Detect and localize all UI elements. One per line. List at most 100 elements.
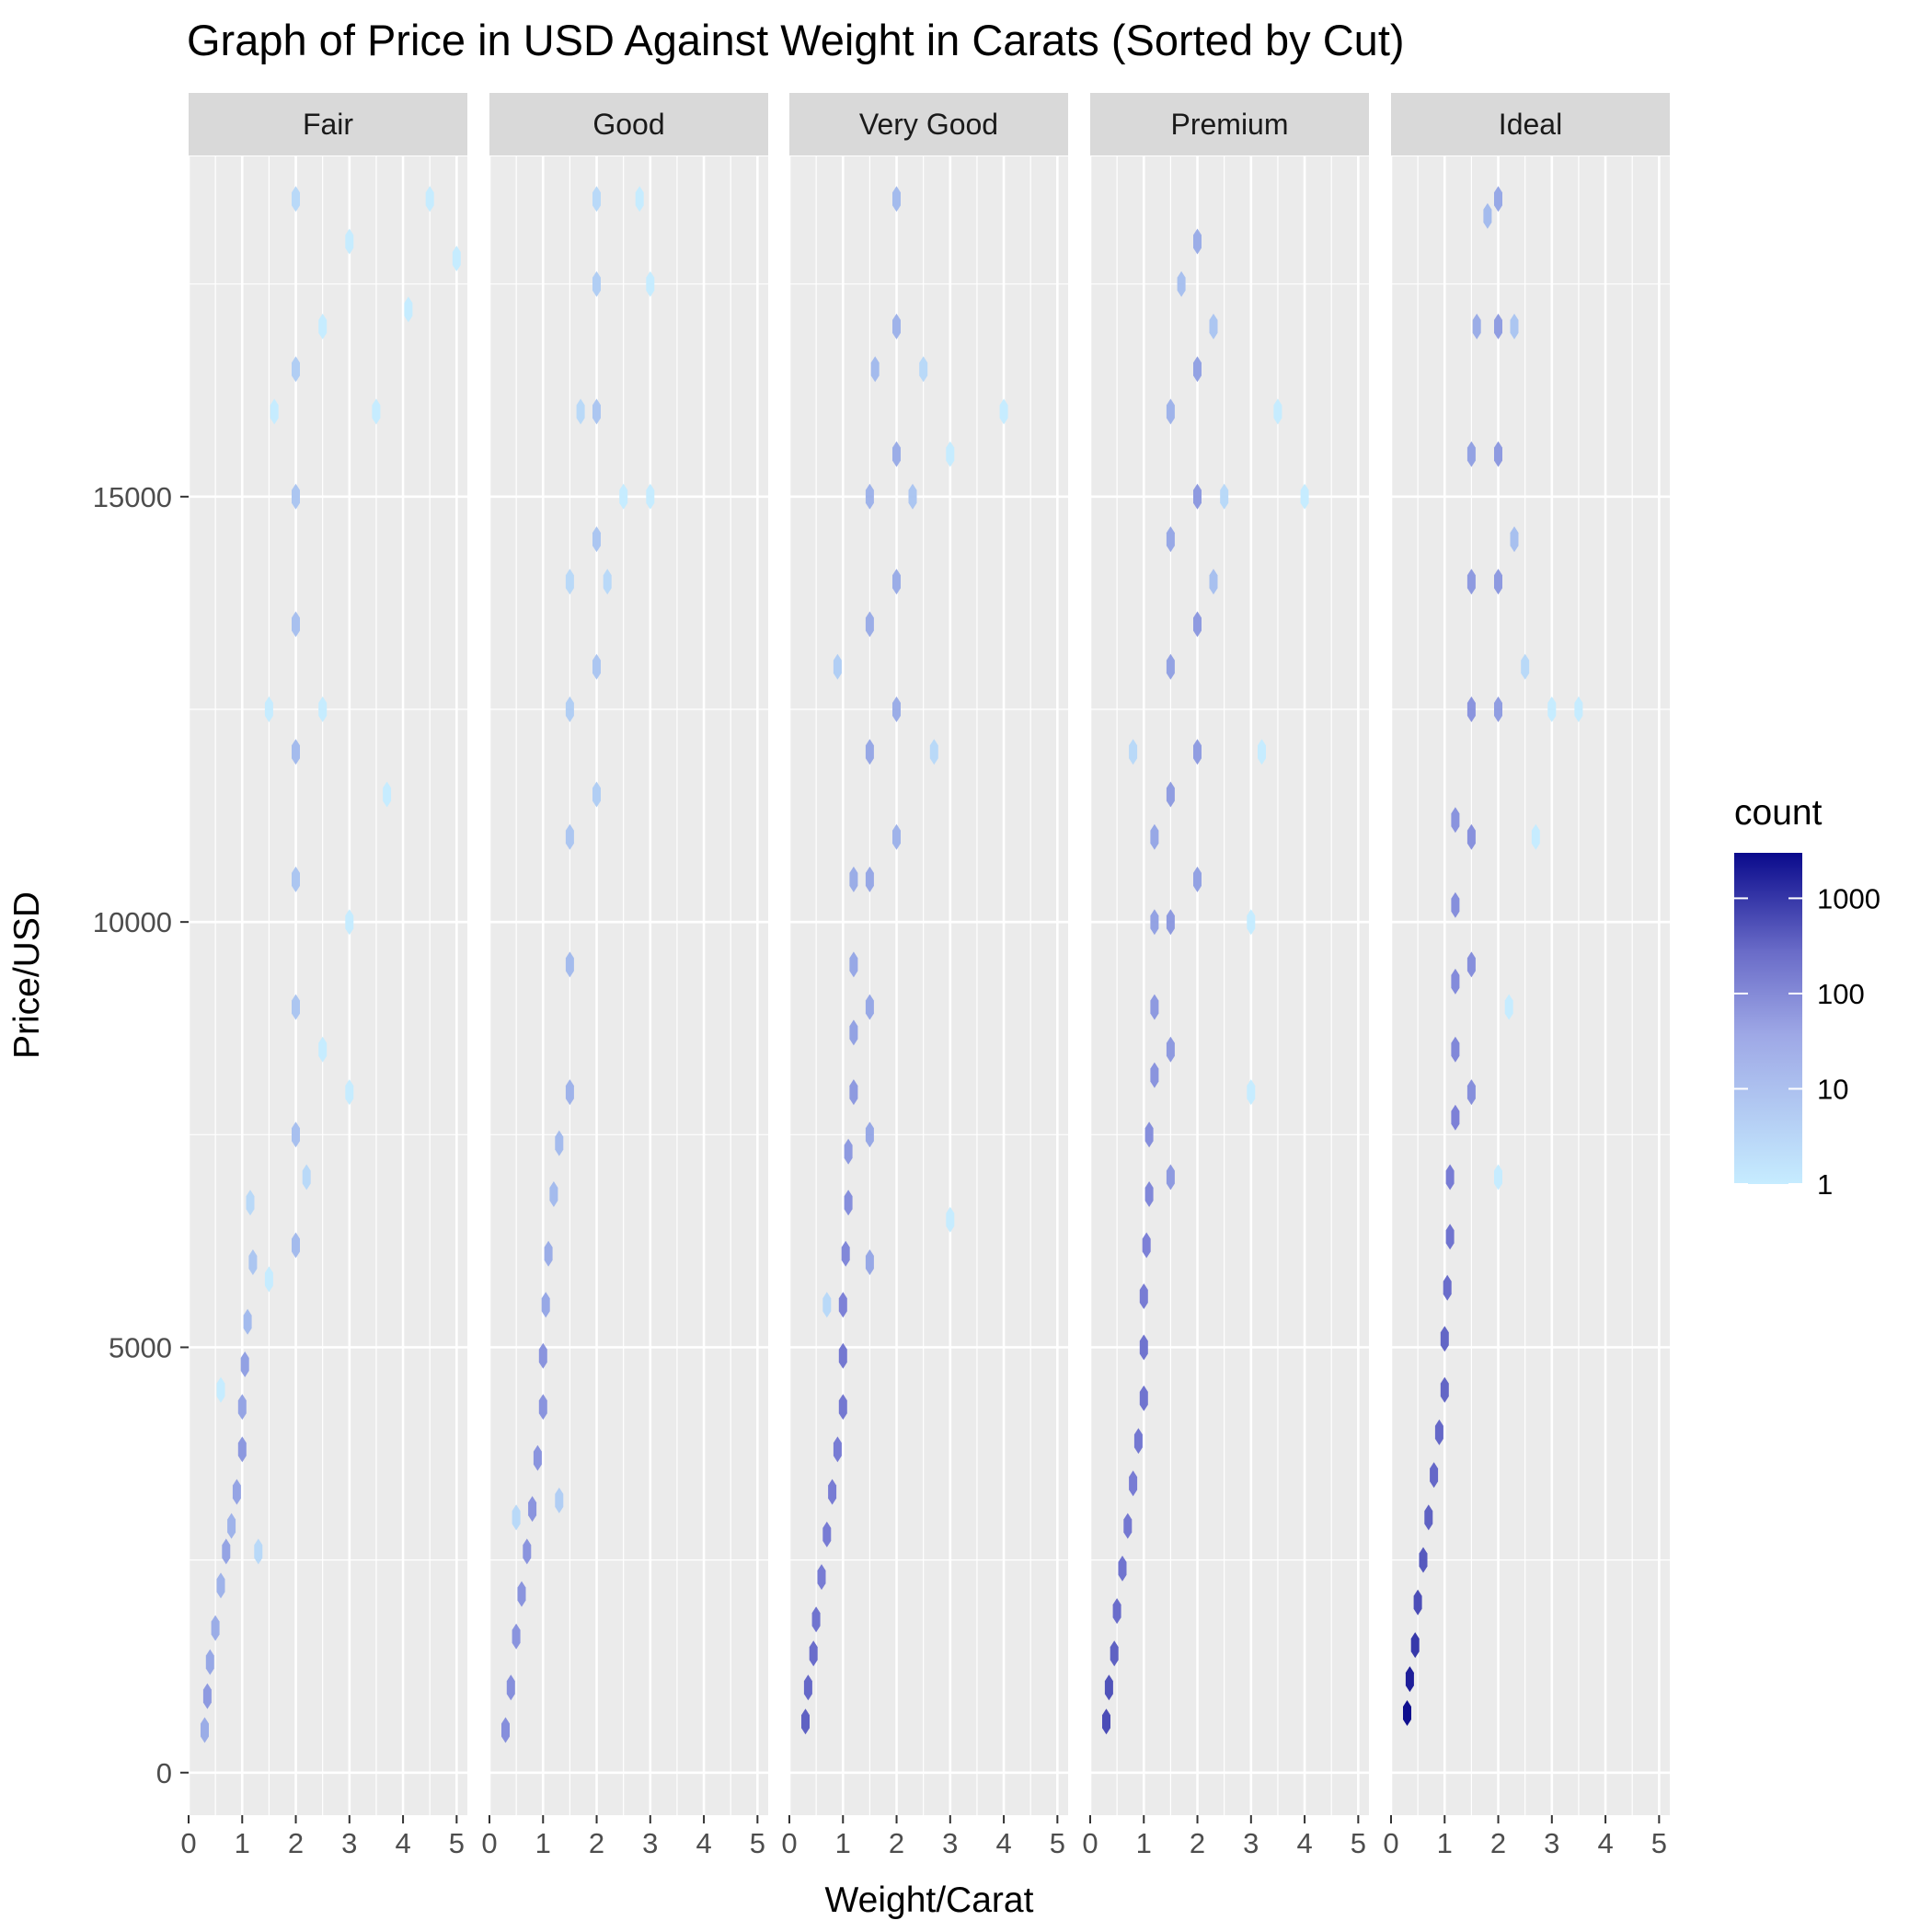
x-tick-label: 1 — [235, 1827, 250, 1859]
facet-label: Very Good — [859, 108, 998, 141]
hex-bin — [1258, 739, 1266, 765]
hex-bin — [833, 653, 842, 680]
hex-bin — [801, 1708, 810, 1735]
x-tick-label: 1 — [835, 1827, 851, 1859]
hex-bin — [1494, 569, 1502, 595]
hex-bin — [237, 1394, 247, 1420]
hex-bin — [833, 1436, 842, 1463]
hex-bin — [345, 1079, 354, 1106]
hex-bin — [865, 1249, 874, 1275]
hex-bin — [555, 1130, 564, 1156]
hex-bin — [292, 739, 300, 765]
hex-bin — [646, 270, 655, 297]
x-tick-label: 5 — [1351, 1827, 1366, 1859]
x-tick-label: 4 — [995, 1827, 1011, 1859]
hex-bin — [243, 1308, 252, 1335]
hex-bin — [1177, 270, 1186, 297]
hex-bin — [892, 441, 901, 467]
hex-bin — [1110, 1640, 1119, 1667]
hex-bin — [1129, 739, 1138, 765]
x-tick-label: 3 — [1544, 1827, 1559, 1859]
hex-bin — [646, 483, 655, 510]
chart-title: Graph of Price in USD Against Weight in … — [187, 16, 1405, 64]
hex-bin — [292, 1121, 300, 1148]
x-tick-label: 2 — [1190, 1827, 1205, 1859]
hex-bin — [1494, 696, 1502, 722]
hex-bin — [999, 398, 1008, 425]
hex-bin — [946, 441, 955, 467]
panel-background — [189, 156, 467, 1815]
hex-bin — [822, 1521, 832, 1547]
hex-bin — [292, 1232, 300, 1259]
hex-bin — [538, 1342, 547, 1369]
facet-panel: Very Good 0 1 2 3 4 5 — [781, 93, 1068, 1859]
hex-bin — [1166, 526, 1175, 553]
hex-bin — [372, 398, 381, 425]
hex-bin — [865, 611, 874, 638]
hex-bin — [1209, 569, 1218, 595]
hex-bin — [1466, 441, 1476, 467]
hex-bin — [809, 1640, 818, 1667]
hex-bin — [1139, 1385, 1148, 1411]
hex-bin — [592, 398, 601, 425]
hex-bin — [865, 1121, 874, 1148]
hex-bin — [1466, 823, 1476, 850]
hex-bin — [1139, 1334, 1148, 1361]
hex-bin — [1413, 1589, 1422, 1616]
hex-bin — [1451, 1104, 1460, 1131]
hex-bin — [1494, 186, 1502, 213]
hex-bin — [1504, 994, 1513, 1020]
hex-bin — [1424, 1504, 1433, 1531]
hex-bin — [1166, 653, 1175, 680]
hex-bin — [533, 1444, 542, 1471]
hex-bin — [452, 246, 461, 271]
hex-bin — [246, 1190, 255, 1216]
legend-break-label: 10 — [1817, 1073, 1848, 1105]
hex-bin — [892, 823, 901, 850]
hex-bin — [240, 1351, 249, 1377]
facet-strip — [1391, 93, 1670, 155]
hex-bin — [1440, 1326, 1449, 1352]
hex-bin — [383, 781, 392, 808]
panel-background — [789, 156, 1068, 1815]
hex-bin — [1440, 1376, 1449, 1403]
legend-title: count — [1734, 793, 1823, 833]
hex-bin — [865, 739, 874, 765]
x-tick-label: 3 — [341, 1827, 357, 1859]
x-tick-label: 0 — [781, 1827, 797, 1859]
hex-bin — [892, 186, 901, 213]
hex-bin — [1494, 1164, 1502, 1190]
hex-bin — [822, 1292, 832, 1318]
hex-bin — [1451, 807, 1460, 834]
x-tick-label: 3 — [942, 1827, 958, 1859]
hex-bin — [216, 1376, 225, 1403]
hex-bin — [254, 1538, 263, 1565]
hex-bin — [544, 1240, 553, 1267]
x-tick-label: 0 — [1383, 1827, 1398, 1859]
hex-bin — [512, 1623, 521, 1650]
hex-bin — [202, 1683, 212, 1709]
hex-bin — [264, 1266, 273, 1293]
hex-bin — [1466, 696, 1476, 722]
x-tick-label: 1 — [535, 1827, 551, 1859]
hex-bin — [270, 398, 279, 425]
hex-bin — [1193, 866, 1202, 892]
hex-bin — [1112, 1598, 1121, 1625]
hex-bin — [1430, 1462, 1439, 1489]
facet-panel: Fair 0 1 2 3 4 5 — [180, 93, 467, 1859]
hex-bin — [1472, 313, 1481, 339]
hex-bin — [292, 356, 300, 383]
hex-bin — [1531, 823, 1540, 850]
hex-bin — [892, 313, 901, 339]
hex-bin — [603, 569, 612, 595]
hex-bin — [1273, 398, 1282, 425]
hex-bin — [345, 909, 354, 936]
hex-bin — [1102, 1708, 1110, 1735]
hex-bin — [1139, 1283, 1148, 1309]
hex-bin — [1193, 228, 1202, 255]
hex-bin — [517, 1581, 526, 1607]
hex-bin — [1133, 1428, 1143, 1455]
legend-break-label: 1000 — [1817, 882, 1880, 914]
hex-bin — [838, 1394, 847, 1420]
